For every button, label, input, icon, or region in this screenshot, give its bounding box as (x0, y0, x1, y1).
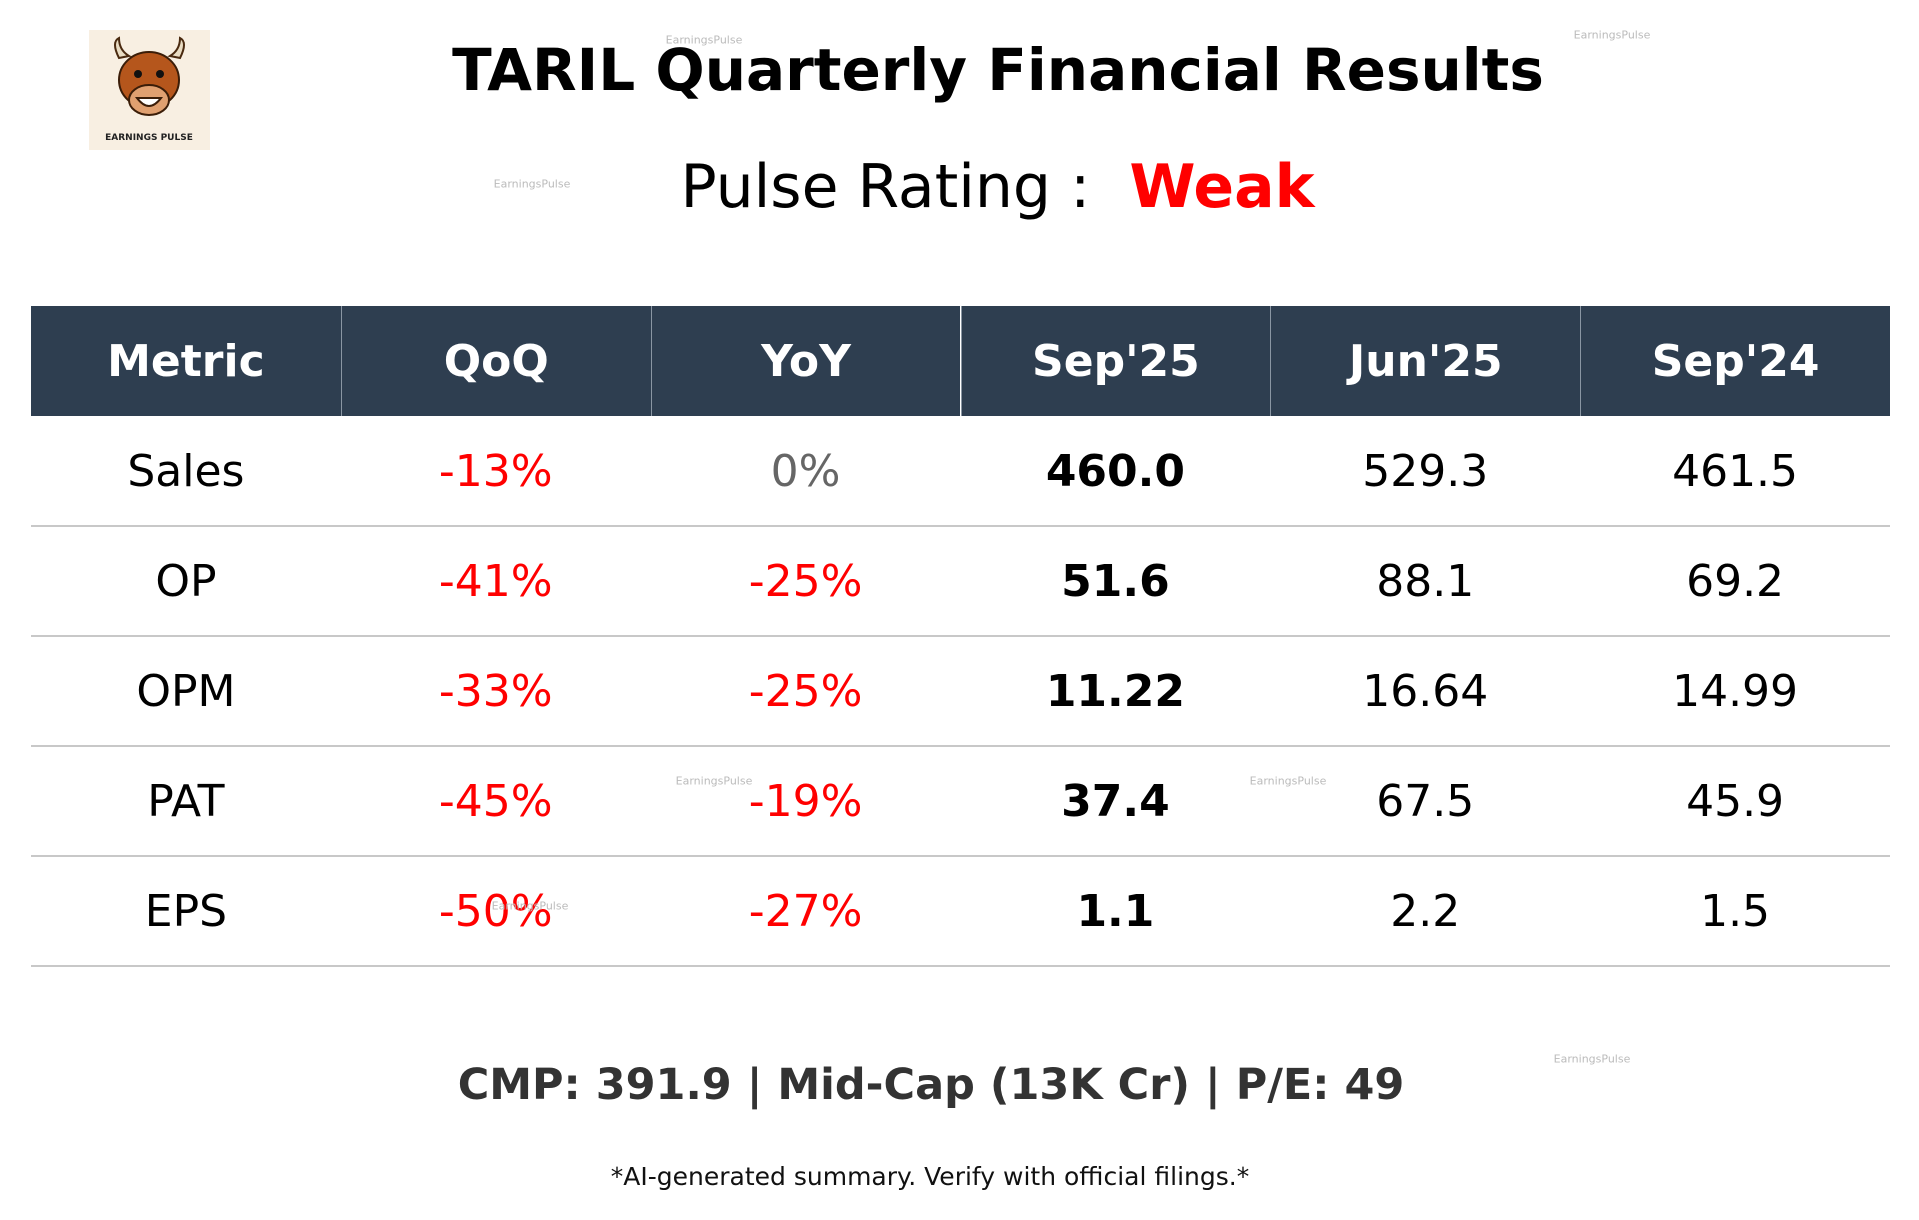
row-divider (31, 525, 1890, 527)
table-cell: OPM (136, 665, 236, 717)
table-cell: -33% (438, 665, 553, 717)
table-cell: 460.0 (1045, 445, 1185, 497)
logo: EARNINGS PULSE (89, 30, 210, 150)
table-cell: 67.5 (1376, 775, 1475, 827)
table-cell: -25% (748, 555, 863, 607)
watermark: EarningsPulse (665, 33, 743, 47)
logo-text: EARNINGS PULSE (105, 133, 193, 143)
header-cell: Sep'24 (1580, 306, 1890, 416)
table-cell: 45.9 (1686, 775, 1785, 827)
header-cell: YoY (650, 306, 961, 416)
row-divider (31, 745, 1890, 747)
table-cell: 14.99 (1672, 665, 1799, 717)
row-divider (31, 965, 1890, 967)
table-cell: -50% (438, 885, 553, 937)
table-cell: 88.1 (1376, 555, 1475, 607)
watermark: EarningsPulse (1249, 774, 1327, 788)
header-cell: Jun'25 (1270, 306, 1581, 416)
table-cell: 1.5 (1700, 885, 1771, 937)
table-cell: 529.3 (1362, 445, 1489, 497)
row-divider (31, 635, 1890, 637)
watermark: EarningsPulse (1553, 1052, 1631, 1066)
summary: CMP: 391.9 | Mid-Cap (13K Cr) | P/E: 49 (457, 1060, 1405, 1110)
watermark: EarningsPulse (675, 774, 753, 788)
table-cell: 69.2 (1686, 555, 1785, 607)
table-cell: -13% (438, 445, 553, 497)
table-cell: EPS (144, 885, 228, 937)
table-cell: -45% (438, 775, 553, 827)
table-cell: OP (155, 555, 217, 607)
table-cell: Sales (127, 445, 245, 497)
rating-label: Pulse Rating : (680, 152, 1091, 222)
table-cell: -19% (748, 775, 863, 827)
watermark: EarningsPulse (1573, 28, 1651, 42)
header-cell: Metric (31, 306, 341, 416)
table-cell: -27% (748, 885, 863, 937)
table-cell: 2.2 (1390, 885, 1461, 937)
table-cell: 11.22 (1045, 665, 1185, 717)
table-cell: 16.64 (1362, 665, 1489, 717)
header-cell: QoQ (340, 306, 651, 416)
disclaimer: *AI-generated summary. Verify with offic… (610, 1162, 1250, 1191)
table-cell: 0% (770, 445, 841, 497)
table-cell: 1.1 (1076, 885, 1155, 937)
rating: Weak (1129, 152, 1315, 222)
table-cell: 37.4 (1061, 775, 1170, 827)
header-cell: Sep'25 (960, 306, 1271, 416)
table-cell: 461.5 (1672, 445, 1799, 497)
table-cell: -41% (438, 555, 553, 607)
watermark: EarningsPulse (491, 899, 569, 913)
watermark: EarningsPulse (493, 177, 571, 191)
table-cell: PAT (147, 775, 225, 827)
row-divider (31, 855, 1890, 857)
rating-line: Pulse Rating : Weak (0, 152, 1919, 222)
title: TARIL Quarterly Financial Results (452, 36, 1544, 104)
table-cell: 51.6 (1061, 555, 1170, 607)
table-cell: -25% (748, 665, 863, 717)
